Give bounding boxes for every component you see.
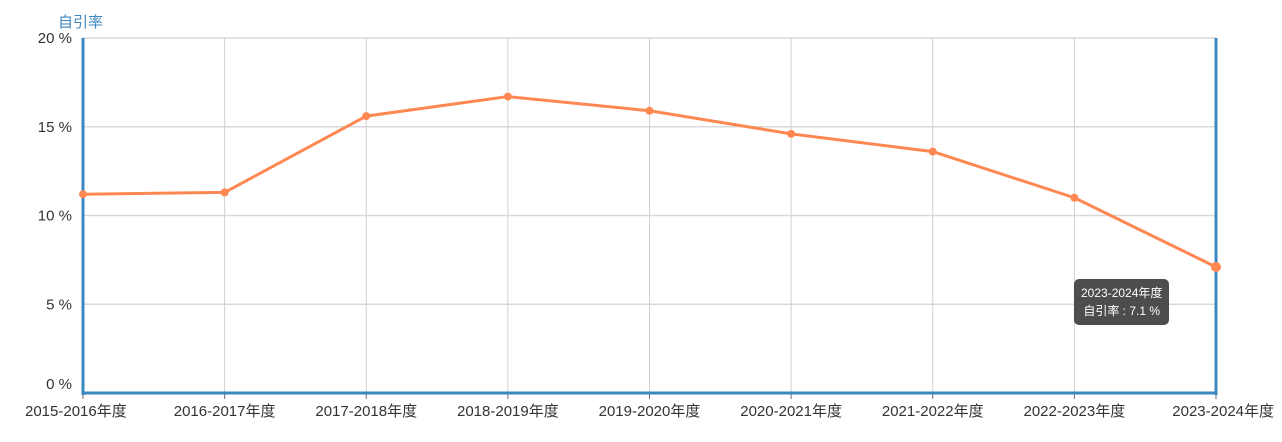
x-tick-label: 2021-2022年度 <box>882 403 984 420</box>
x-tick-label: 2019-2020年度 <box>599 403 701 420</box>
data-point <box>79 190 87 199</box>
y-tick-label: 20 % <box>38 30 72 47</box>
x-tick-label: 2018-2019年度 <box>457 403 559 420</box>
tooltip-value: 7.1 % <box>1129 304 1161 318</box>
tooltip-value-row: 自引率 : 7.1 % <box>1083 304 1161 318</box>
data-point <box>1070 193 1079 202</box>
y-tick-label: 15 % <box>38 119 72 136</box>
y-tick-label: 10 % <box>38 208 72 225</box>
data-point <box>220 188 229 197</box>
data-point <box>1211 261 1221 272</box>
x-tick-label: 2020-2021年度 <box>740 403 842 420</box>
data-point <box>928 147 937 156</box>
y-tick-label: 5 % <box>46 296 72 313</box>
data-point <box>362 112 371 121</box>
x-tick-label: 2015-2016年度 <box>25 403 127 420</box>
x-tick-label: 2023-2024年度 <box>1172 403 1274 420</box>
tooltip-label: 自引率 <box>1083 304 1120 318</box>
x-tick-label: 2016-2017年度 <box>174 403 276 420</box>
data-point <box>645 106 654 115</box>
x-tick-label: 2017-2018年度 <box>315 403 417 420</box>
y-tick-label: 0 % <box>46 376 72 393</box>
data-point <box>503 92 512 101</box>
y-axis-title: 自引率 <box>58 14 103 31</box>
data-point <box>787 129 796 138</box>
x-tick-label: 2022-2023年度 <box>1024 403 1126 420</box>
tooltip-title: 2023-2024年度 <box>1081 286 1163 300</box>
tooltip: 2023-2024年度 自引率 : 7.1 % <box>1074 279 1170 325</box>
